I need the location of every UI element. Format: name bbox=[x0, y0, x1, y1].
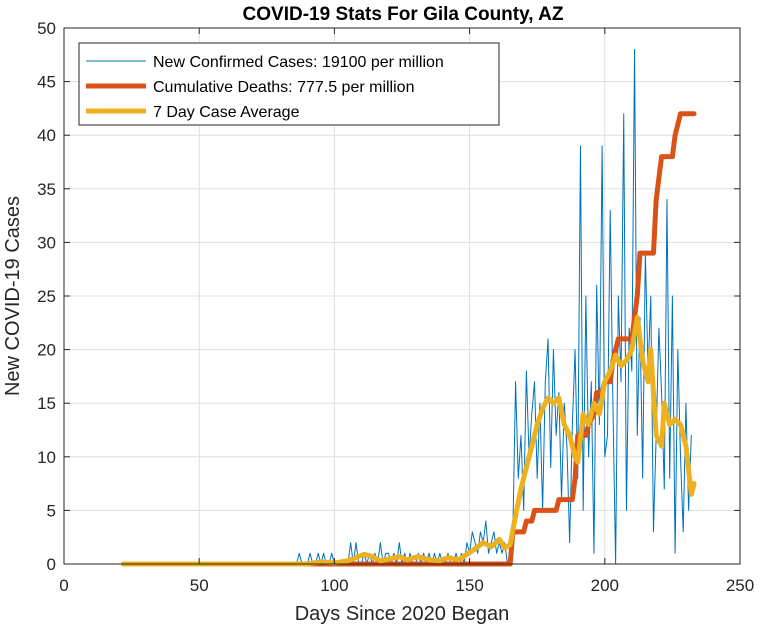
legend-new-cases-label: New Confirmed Cases: 19100 per million bbox=[153, 54, 444, 71]
case-average-line bbox=[120, 314, 697, 567]
x-tick-label: 100 bbox=[320, 576, 348, 595]
x-tick-label: 150 bbox=[455, 576, 483, 595]
y-tick-label: 0 bbox=[47, 555, 56, 574]
legend-cumulative-deaths-label: Cumulative Deaths: 777.5 per million bbox=[153, 79, 414, 96]
ticks: 0 50 100 150 200 250 0 5 10 15 20 25 30 35 40 45 50 bbox=[37, 19, 754, 595]
y-tick-label: 35 bbox=[37, 180, 56, 199]
y-tick-label: 10 bbox=[37, 448, 56, 467]
y-tick-label: 25 bbox=[37, 287, 56, 306]
y-tick-label: 5 bbox=[47, 501, 56, 520]
x-tick-label: 250 bbox=[726, 576, 754, 595]
legend: New Confirmed Cases: 19100 per million Cu… bbox=[78, 42, 500, 126]
x-axis-label: Days Since 2020 Began bbox=[295, 603, 510, 625]
x-tick-label: 0 bbox=[59, 576, 68, 595]
legend-case-average-label: 7 Day Case Average bbox=[153, 104, 300, 121]
new-cases-line bbox=[122, 48, 692, 565]
chart-title: COVID-19 Stats For Gila County, AZ bbox=[243, 4, 564, 25]
y-axis-label: New COVID-19 Cases bbox=[2, 196, 24, 396]
x-tick-label: 50 bbox=[190, 576, 209, 595]
y-tick-label: 15 bbox=[37, 394, 56, 413]
y-tick-label: 40 bbox=[37, 126, 56, 145]
series-group bbox=[120, 48, 697, 567]
y-tick-label: 45 bbox=[37, 73, 56, 92]
y-tick-label: 20 bbox=[37, 341, 56, 360]
y-tick-label: 30 bbox=[37, 233, 56, 252]
x-tick-label: 200 bbox=[591, 576, 619, 595]
legend-box bbox=[78, 42, 500, 126]
y-tick-label: 50 bbox=[37, 19, 56, 38]
